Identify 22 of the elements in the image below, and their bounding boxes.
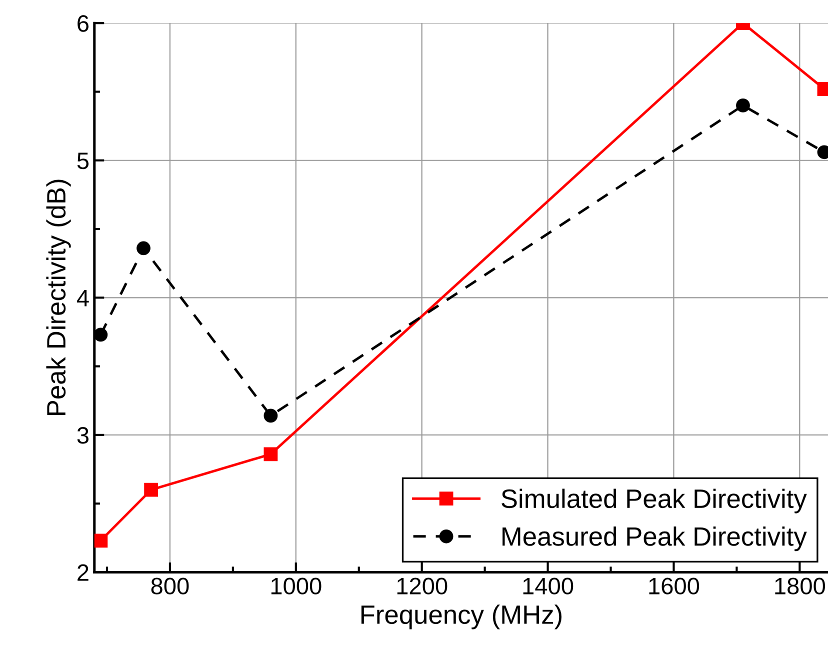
point bbox=[94, 534, 108, 548]
point bbox=[736, 98, 750, 112]
point bbox=[264, 447, 278, 462]
point bbox=[264, 408, 278, 423]
x-tick-label: 1800 bbox=[775, 578, 826, 594]
x-tick-label: 1200 bbox=[397, 578, 448, 594]
y-tick-label: 6 bbox=[78, 15, 88, 32]
point bbox=[136, 241, 150, 256]
x-tick-label: 800 bbox=[151, 578, 189, 594]
legend-label: Measured Peak Directivity bbox=[502, 526, 807, 552]
x-axis-title: Frequency (MHz) bbox=[361, 604, 562, 630]
y-tick-label: 2 bbox=[78, 564, 88, 581]
point bbox=[144, 482, 158, 497]
y-axis-title: Peak Directivity (dB) bbox=[46, 180, 71, 415]
y-tick-label: 5 bbox=[77, 152, 89, 170]
y-tick-label: 4 bbox=[76, 290, 89, 306]
x-tick-label: 1000 bbox=[271, 578, 322, 594]
legend-label: Simulated Peak Directivity bbox=[502, 488, 807, 514]
x-tick-label: 1600 bbox=[649, 578, 700, 594]
point bbox=[94, 328, 108, 342]
y-tick-label: 3 bbox=[77, 427, 88, 444]
x-tick-label: 1400 bbox=[523, 578, 574, 594]
